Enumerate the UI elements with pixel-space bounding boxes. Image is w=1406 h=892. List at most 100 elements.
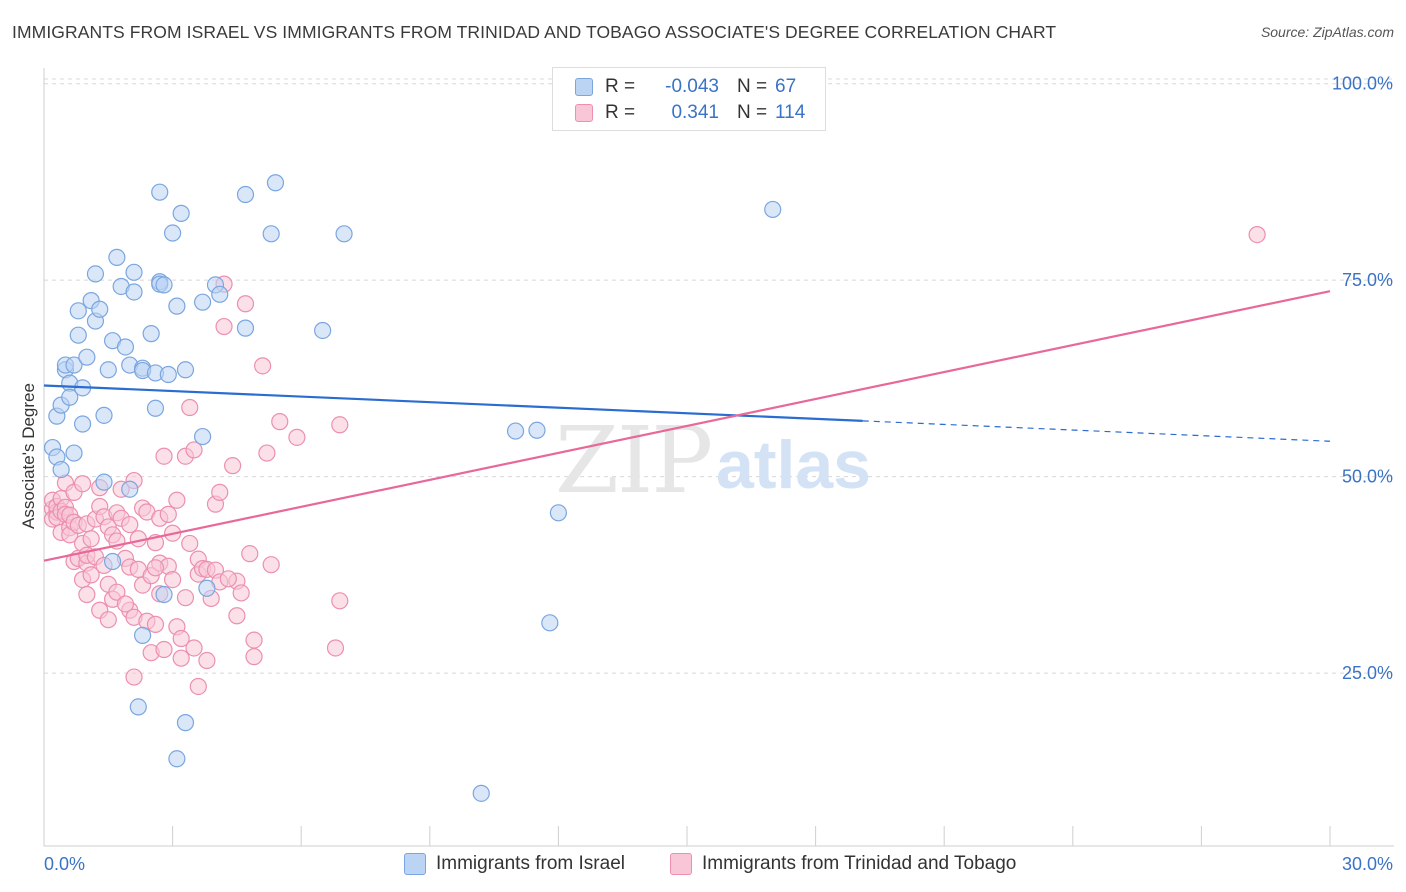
israel-point [335, 225, 353, 243]
chart-title: IMMIGRANTS FROM ISRAEL VS IMMIGRANTS FRO… [12, 22, 1057, 42]
bottom-legend-label-israel: Immigrants from Israel [436, 853, 625, 874]
israel-point [194, 293, 212, 311]
israel-point [91, 300, 109, 318]
israel-point [211, 285, 229, 303]
trinidad-point [181, 398, 199, 417]
y-tick-label: 50.0% [1342, 467, 1393, 487]
x-tick-label: 30.0% [1342, 854, 1393, 874]
israel-point [73, 415, 92, 433]
israel-point [172, 204, 190, 222]
trinidad-point [232, 584, 250, 602]
trinidad-point [211, 483, 229, 501]
trinidad-point [262, 556, 280, 574]
trinidad-point [155, 447, 173, 465]
series-israel-points [43, 174, 782, 802]
israel-point [108, 248, 126, 266]
trinidad-point [73, 475, 92, 493]
watermark: ZIP atlas [555, 407, 871, 514]
r-label: R = [605, 102, 636, 123]
r-value-israel: -0.043 [665, 76, 719, 97]
stats-legend: R = -0.043 N = 67 R = 0.341 N = 114 [552, 67, 826, 131]
series-trinidad-points [43, 226, 1266, 696]
israel-point [159, 365, 177, 384]
trinidad-point [146, 559, 165, 577]
israel-point [52, 460, 70, 479]
israel-point [142, 325, 160, 343]
israel-point [155, 585, 173, 604]
trinidad-point [168, 491, 186, 509]
y-tick-label: 100.0% [1332, 74, 1393, 94]
israel-point [262, 225, 280, 243]
israel-point [549, 504, 568, 522]
y-tick-label: 75.0% [1342, 270, 1393, 290]
trinidad-point [181, 534, 199, 553]
israel-point [314, 321, 332, 340]
trinidad-point [78, 585, 96, 604]
israel-point [155, 276, 173, 294]
israel-point [129, 698, 147, 716]
israel-point [266, 174, 285, 192]
trinidad-point [326, 639, 345, 657]
israel-point [65, 356, 83, 374]
x-tick-label: 0.0% [44, 854, 85, 874]
axes [43, 68, 1394, 847]
trinidad-point [288, 428, 306, 446]
israel-point [95, 406, 113, 424]
israel-point [764, 200, 782, 219]
israel-point [125, 283, 143, 301]
israel-point [146, 399, 165, 417]
trinidad-point [271, 413, 289, 431]
r-label: R = [605, 76, 636, 97]
israel-point [151, 183, 169, 201]
israel-point [236, 185, 255, 204]
israel-point [133, 626, 152, 644]
israel-point [236, 319, 255, 337]
trinidad-point [164, 570, 182, 589]
x-ticks [172, 826, 1331, 846]
trinidad-point [176, 589, 195, 607]
trinidad-point [228, 607, 246, 625]
trinidad-point [245, 648, 263, 666]
trinidad-point [146, 615, 165, 633]
r-value-trinidad: 0.341 [671, 102, 719, 123]
israel-point [69, 302, 87, 320]
y-tick-label: 25.0% [1342, 663, 1393, 683]
trinidad-point [219, 570, 237, 588]
israel-point [121, 480, 139, 498]
trinidad-point [172, 649, 190, 667]
trinidad-point [258, 444, 276, 462]
israel-point [103, 552, 122, 571]
legend-row-trinidad: R = 0.341 N = 114 [575, 101, 815, 125]
trinidad-point [99, 611, 117, 629]
israel-point [78, 348, 96, 366]
trinidad-point [125, 668, 143, 686]
israel-point [176, 714, 195, 732]
israel-point [194, 427, 212, 446]
israel-point [528, 421, 546, 439]
n-label: N = [737, 102, 768, 123]
trinidad-trend-line [43, 290, 1331, 562]
bottom-legend-trinidad[interactable]: Immigrants from Trinidad and Tobago [670, 852, 1016, 876]
trinidad-point [236, 295, 255, 313]
israel-point [472, 784, 490, 802]
israel-point [506, 422, 525, 440]
israel-point [541, 614, 559, 632]
n-label: N = [737, 76, 768, 97]
trinidad-point [241, 545, 259, 563]
n-value-trinidad: 114 [775, 102, 806, 123]
israel-point [168, 297, 186, 315]
israel-point [86, 265, 105, 283]
trend-lines [43, 290, 1331, 562]
trinidad-point [198, 651, 216, 670]
bottom-legend-swatch-israel [404, 853, 426, 875]
trinidad-point [331, 416, 349, 434]
legend-swatch-trinidad [575, 104, 593, 122]
trinidad-point [224, 457, 242, 475]
bottom-legend-israel[interactable]: Immigrants from Israel [404, 852, 625, 876]
trinidad-point [185, 639, 203, 657]
israel-point [176, 361, 195, 379]
israel-point [168, 750, 186, 768]
trinidad-point [215, 317, 233, 336]
trinidad-point [121, 515, 139, 534]
